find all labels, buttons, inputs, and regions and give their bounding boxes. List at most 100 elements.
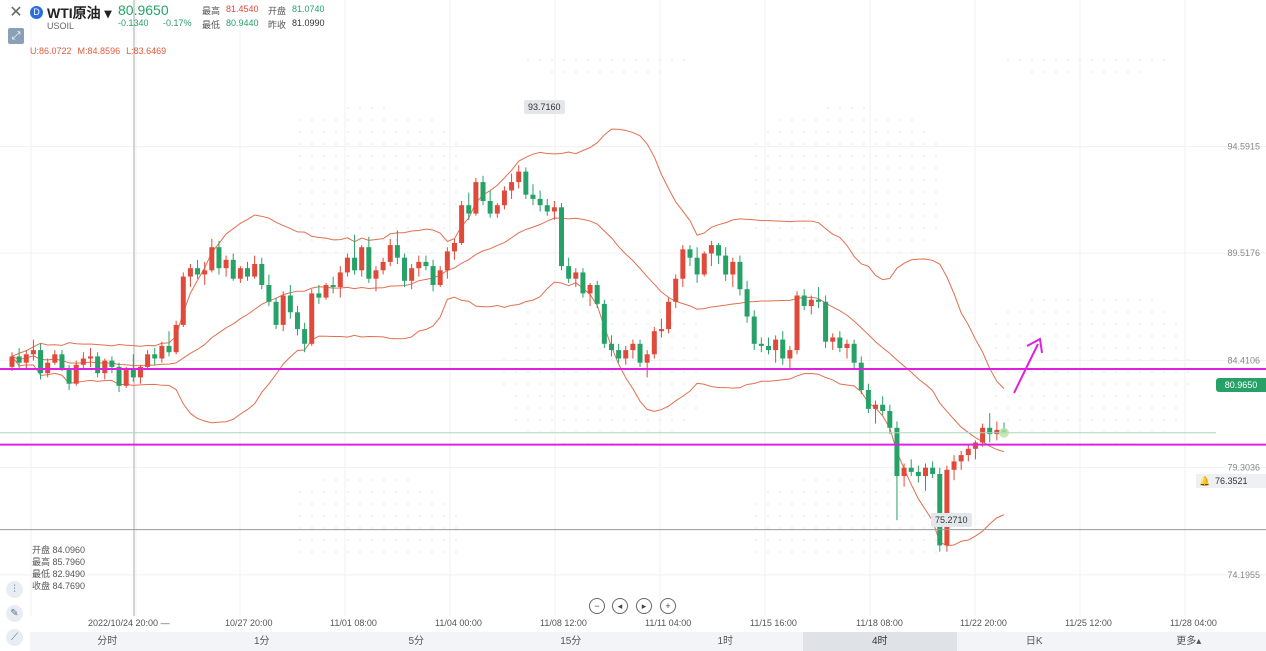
candle-body — [922, 467, 928, 477]
candle-body — [444, 251, 450, 271]
prev-close-value: 81.0990 — [292, 18, 325, 28]
expand-icon[interactable]: ⤢ — [8, 28, 24, 44]
candle-body — [273, 301, 279, 325]
candle-body — [780, 339, 786, 359]
scroll-right-button[interactable]: ▸ — [636, 598, 652, 614]
candle-body — [708, 245, 714, 254]
candle-body — [544, 205, 550, 212]
candle-body — [266, 285, 272, 302]
candle-body — [45, 362, 51, 374]
timeframe-tick[interactable]: 分时 — [97, 636, 118, 647]
candle-body — [109, 360, 115, 367]
candle-body — [237, 268, 243, 279]
candle-body — [16, 356, 22, 363]
timeframe-1m[interactable]: 1分 — [253, 636, 270, 647]
line-tool-icon[interactable]: ⟋ — [6, 629, 23, 646]
candle-body — [59, 354, 65, 369]
x-tick: 11/04 00:00 — [435, 618, 482, 628]
y-tick: 79.3036 — [1227, 463, 1260, 473]
candle-body — [259, 264, 265, 285]
candle-body — [537, 198, 543, 206]
timeframe-5m[interactable]: 5分 — [408, 636, 425, 647]
candle-body — [651, 331, 657, 355]
timeframe-1h[interactable]: 1时 — [717, 636, 734, 647]
candle-body — [701, 253, 707, 275]
candle-body — [359, 247, 365, 271]
candle-body — [630, 343, 636, 351]
candle-body — [901, 467, 907, 477]
candle-body — [294, 312, 300, 330]
candle-body — [195, 268, 201, 275]
candlestick-chart[interactable]: 94.5915 89.5176 84.4106 79.3036 74.1955 — [0, 0, 1266, 632]
candle-body — [787, 350, 793, 359]
candle-body — [737, 261, 743, 290]
candle-body — [972, 442, 978, 449]
x-tick: 11/15 16:00 — [750, 618, 797, 628]
candle-body — [944, 469, 950, 546]
prev-close-label: 昨收 — [268, 20, 287, 30]
candle-body — [245, 268, 251, 277]
current-price: 80.9650 — [118, 2, 169, 18]
low-value: 80.9440 — [226, 18, 259, 28]
close-icon[interactable]: ✕ — [9, 4, 23, 21]
candle-body — [616, 350, 622, 359]
y-axis: 94.5915 89.5176 84.4106 79.3036 74.1955 — [1227, 142, 1260, 580]
candle-body — [402, 257, 408, 281]
timeframe-15m[interactable]: 15分 — [560, 636, 582, 647]
candle-body — [915, 471, 921, 477]
candle-body — [409, 268, 415, 281]
y-tick: 89.5176 — [1227, 248, 1260, 258]
price-change: -0.1340 — [118, 18, 149, 28]
draw-pen-icon[interactable]: ✎ — [6, 605, 23, 622]
candle-body — [366, 247, 372, 279]
zoom-in-button[interactable]: + — [660, 598, 676, 614]
candle-body — [716, 245, 722, 256]
candle-body — [680, 249, 686, 279]
candle-body — [994, 429, 1000, 435]
zoom-out-button[interactable]: − — [589, 598, 605, 614]
candle-body — [894, 427, 900, 477]
candle-body — [223, 259, 229, 269]
candle-body — [744, 289, 750, 317]
candle-body — [202, 270, 208, 275]
candle-body — [180, 276, 186, 325]
grid-lines — [0, 0, 1266, 616]
candle-body — [601, 303, 607, 344]
boll-mid: M:84.8596 — [77, 46, 121, 56]
candle-body — [330, 285, 336, 288]
x-tick: 10/27 20:00 — [225, 618, 273, 628]
candle-body — [516, 171, 522, 183]
candle-body — [323, 285, 329, 298]
candle-body — [95, 356, 101, 374]
candle-body — [530, 194, 536, 199]
candle-body — [337, 272, 343, 288]
timeframe-4h[interactable]: 4时 — [802, 632, 957, 651]
candle-body — [394, 245, 400, 258]
candle-body — [937, 474, 943, 546]
candle-body — [801, 295, 807, 306]
symbol-badge: D — [30, 6, 43, 19]
timeframe-daily[interactable]: 日K — [1025, 636, 1043, 647]
candle-body — [152, 354, 158, 359]
candle-body — [580, 272, 586, 294]
candle-body — [437, 270, 443, 285]
x-tick: 11/25 12:00 — [1065, 618, 1112, 628]
candle-body — [88, 356, 94, 359]
candle-body — [758, 343, 764, 346]
timeframe-more[interactable]: 更多▴ — [1176, 636, 1202, 647]
indicator-icon[interactable]: ⫶ — [6, 581, 23, 598]
candle-body — [480, 182, 486, 201]
candle-body — [73, 364, 79, 384]
candle-body — [380, 261, 386, 271]
candle-body — [373, 270, 379, 279]
scroll-left-button[interactable]: ◂ — [612, 598, 628, 614]
candle-body — [501, 190, 507, 206]
x-tick: 2022/10/24 20:00 — — [88, 618, 170, 628]
candle-body — [287, 295, 293, 313]
ohlc-open: 开盘 84.0960 — [32, 545, 86, 555]
candle-body — [865, 390, 871, 409]
x-tick: 11/11 04:00 — [645, 618, 692, 628]
alert-price-tag[interactable]: 🔔 76.3521 — [1196, 474, 1266, 488]
symbol-selector[interactable]: WTI原油 ▾ — [47, 5, 112, 21]
candle-body — [965, 448, 971, 456]
